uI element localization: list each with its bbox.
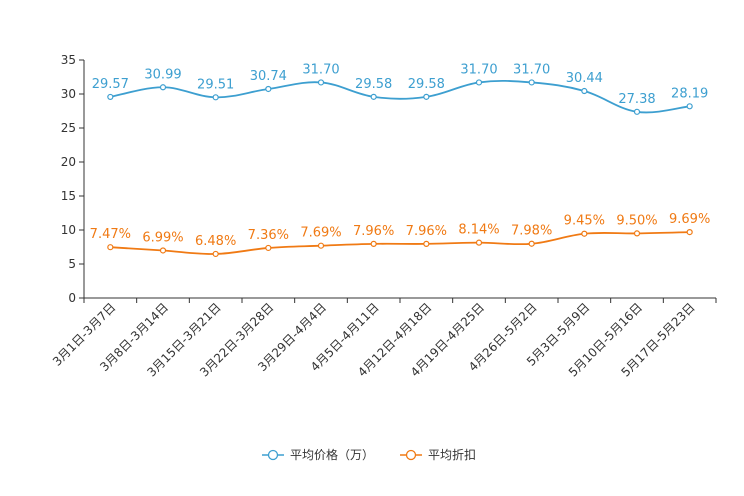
y-tick-label: 35 — [61, 53, 76, 67]
data-label: 7.47% — [90, 227, 131, 242]
y-tick-label: 15 — [61, 189, 76, 203]
y-tick-label: 30 — [61, 87, 76, 101]
data-label: 8.14% — [458, 223, 499, 238]
data-label: 9.45% — [564, 214, 605, 229]
data-point[interactable] — [212, 250, 219, 258]
data-label: 9.50% — [616, 213, 657, 228]
data-point[interactable] — [107, 93, 114, 101]
data-point[interactable] — [475, 239, 483, 246]
data-point[interactable] — [528, 240, 535, 247]
data-point[interactable] — [633, 230, 641, 237]
data-label: 27.38 — [618, 92, 655, 107]
data-label: 7.96% — [406, 224, 447, 239]
data-label: 9.69% — [669, 212, 710, 227]
data-label: 29.51 — [197, 77, 234, 92]
y-tick-label: 0 — [68, 291, 76, 305]
data-label: 7.96% — [353, 224, 394, 239]
data-label: 29.58 — [355, 77, 392, 92]
data-point[interactable] — [475, 79, 483, 86]
data-label: 31.70 — [302, 62, 339, 77]
data-point[interactable] — [423, 93, 430, 100]
data-point[interactable] — [212, 94, 219, 101]
data-label: 31.70 — [460, 62, 497, 77]
data-label: 7.98% — [511, 224, 552, 239]
data-label: 6.48% — [195, 234, 236, 249]
legend-marker-icon — [405, 449, 417, 461]
series-line-1 — [110, 231, 690, 255]
data-label: 29.58 — [408, 77, 445, 92]
data-point[interactable] — [423, 240, 430, 247]
data-point[interactable] — [159, 247, 167, 254]
data-point[interactable] — [107, 244, 114, 251]
data-label: 7.69% — [300, 226, 341, 241]
legend-item-1[interactable]: 平均折扣 — [400, 447, 476, 462]
data-label: 30.99 — [144, 67, 181, 82]
data-point[interactable] — [581, 87, 588, 95]
data-point[interactable] — [370, 93, 377, 100]
data-label: 7.36% — [248, 228, 289, 243]
data-point[interactable] — [370, 240, 377, 247]
data-label: 6.99% — [142, 230, 183, 245]
data-point[interactable] — [581, 230, 588, 237]
data-point[interactable] — [159, 84, 167, 91]
series-layer: 29.57 30.99 29.51 30.74 31.70 29.58 29.58 31.70… — [90, 62, 710, 258]
data-label: 30.44 — [566, 71, 603, 86]
data-label: 31.70 — [513, 62, 550, 77]
y-tick-label: 25 — [61, 121, 76, 135]
data-point[interactable] — [528, 79, 535, 86]
series-line-0 — [110, 79, 690, 114]
data-label: 28.19 — [671, 86, 708, 101]
data-point[interactable] — [317, 79, 325, 86]
data-point[interactable] — [686, 103, 693, 110]
y-tick-label: 10 — [61, 223, 76, 237]
legend-item-0[interactable]: 平均价格（万） — [262, 447, 374, 462]
data-point[interactable] — [317, 242, 325, 249]
data-point[interactable] — [265, 85, 272, 93]
y-tick-label: 20 — [61, 155, 76, 169]
legend-marker-icon — [267, 449, 279, 461]
data-label: 30.74 — [250, 69, 287, 84]
data-label: 29.57 — [92, 77, 129, 92]
legend-label: 平均折扣 — [428, 447, 476, 462]
legend-label: 平均价格（万） — [290, 447, 374, 462]
data-point[interactable] — [265, 244, 272, 252]
data-point[interactable] — [686, 229, 693, 236]
y-tick-label: 5 — [68, 257, 76, 271]
chart-legend[interactable]: 平均价格（万） 平均折扣 — [262, 447, 476, 462]
data-point[interactable] — [633, 108, 641, 115]
